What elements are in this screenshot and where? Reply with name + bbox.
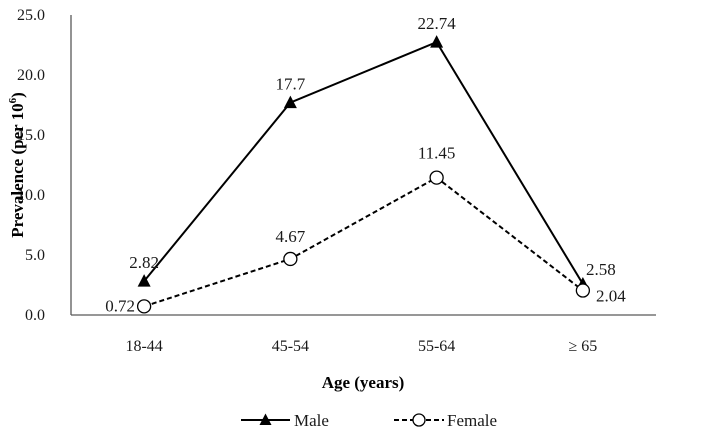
- x-tick-label: 18-44: [125, 338, 162, 355]
- female-point: [283, 251, 298, 267]
- data-label-male: 2.58: [586, 260, 616, 279]
- y-tick-label: 25.0: [17, 7, 45, 24]
- y-tick-label: 5.0: [25, 247, 45, 264]
- x-tick-label: ≥ 65: [568, 338, 597, 355]
- data-label-male: 17.7: [276, 75, 306, 94]
- data-labels: 2.82 17.7 22.74 2.58 0.72 4.67 11.45 2.04: [105, 14, 626, 315]
- data-label-male: 22.74: [418, 14, 457, 33]
- series-line-female: [143, 176, 584, 308]
- y-tick-label: 20.0: [17, 67, 45, 84]
- male-point: [283, 95, 297, 109]
- y-tick-label: 15.0: [17, 127, 45, 144]
- y-tick-labels: 0.0 5.0 10.0 15.0 20.0 25.0: [17, 7, 45, 324]
- male-point: [430, 35, 444, 48]
- female-point: [575, 283, 591, 298]
- legend-female-marker: [412, 413, 426, 427]
- data-label-female: 2.04: [596, 287, 626, 306]
- x-axis-title: Age (years): [322, 373, 405, 392]
- x-tick-labels: 18-44 45-54 55-64 ≥ 65: [125, 338, 597, 355]
- data-label-female: 4.67: [276, 227, 306, 246]
- legend-item-male: Male: [241, 411, 329, 430]
- series-line-male: [143, 40, 584, 285]
- male-point: [137, 274, 151, 287]
- y-tick-label: 0.0: [25, 307, 45, 324]
- x-tick-label: 45-54: [272, 338, 309, 355]
- legend-male-label: Male: [294, 411, 329, 430]
- legend-female-label: Female: [447, 411, 497, 430]
- legend-item-female: Female: [394, 411, 497, 430]
- y-axis-title: Prevalence (per 106): [7, 92, 27, 238]
- x-tick-label: 55-64: [418, 338, 455, 355]
- data-label-female: 11.45: [418, 144, 456, 163]
- data-label-male: 2.82: [129, 253, 159, 272]
- data-label-female: 0.72: [105, 296, 135, 315]
- female-point: [136, 299, 152, 314]
- legend-male-marker: [259, 413, 272, 425]
- female-point: [429, 170, 444, 185]
- series-layer: [136, 35, 591, 314]
- y-tick-label: 10.0: [17, 187, 45, 204]
- legend: Male Female: [241, 411, 497, 430]
